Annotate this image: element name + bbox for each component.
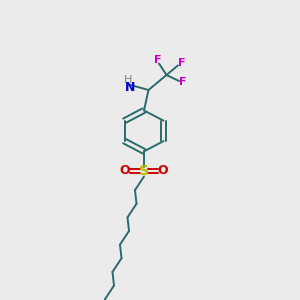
Text: S: S <box>139 164 149 178</box>
Text: F: F <box>154 55 161 65</box>
Text: N: N <box>125 81 136 94</box>
Text: F: F <box>178 58 185 68</box>
Text: F: F <box>179 77 187 87</box>
Text: O: O <box>158 164 168 178</box>
Text: H: H <box>124 75 133 85</box>
Text: O: O <box>120 164 130 178</box>
